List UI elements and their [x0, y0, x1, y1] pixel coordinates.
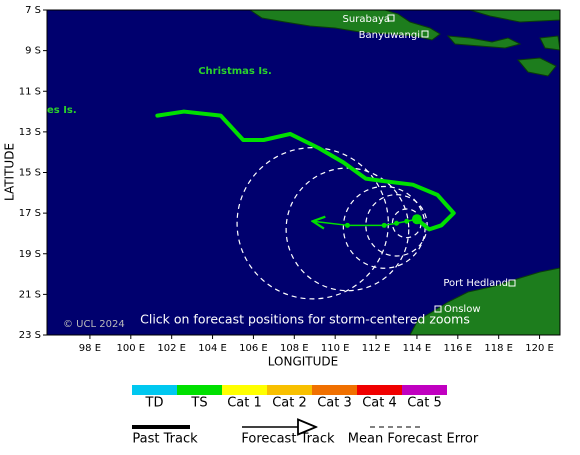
land	[249, 10, 560, 335]
place-label: Banyuwangi	[359, 30, 420, 41]
legend-swatch	[402, 385, 447, 395]
x-tick-label: 98 E	[79, 343, 101, 354]
x-tick-label: 112 E	[362, 343, 391, 354]
y-tick-label: 7 S	[25, 5, 41, 16]
forecast-point[interactable]	[344, 222, 350, 228]
x-tick-label: 106 E	[239, 343, 268, 354]
legend-label: Past Track	[132, 432, 198, 447]
x-axis-title: LONGITUDE	[268, 355, 338, 369]
forecast-error-circle	[236, 147, 389, 300]
x-tick-label: 102 E	[157, 343, 186, 354]
legend-swatch	[357, 385, 402, 395]
y-tick-label: 19 S	[19, 249, 41, 260]
copyright: © UCL 2024	[63, 319, 125, 330]
place-marker	[508, 279, 516, 287]
legend-label: Cat 1	[227, 396, 262, 411]
x-tick-label: 118 E	[484, 343, 513, 354]
y-tick-label: 23 S	[19, 330, 41, 341]
y-tick-label: 15 S	[19, 168, 41, 179]
place-marker	[434, 305, 442, 313]
place-label: Port Hedland	[443, 278, 508, 289]
legend-label: Cat 2	[272, 396, 307, 411]
place-marker	[387, 14, 395, 22]
note[interactable]: Click on forecast positions for storm-ce…	[140, 312, 470, 327]
x-tick-label: 120 E	[525, 343, 554, 354]
place-label: es Is.	[47, 105, 77, 116]
legend-label: Forecast Track	[241, 432, 335, 447]
legend-label: Cat 3	[317, 396, 352, 411]
x-tick-label: 100 E	[116, 343, 145, 354]
legend-label: TS	[190, 396, 207, 411]
legend-label: Mean Forecast Error	[348, 432, 479, 447]
x-tick-label: 114 E	[403, 343, 432, 354]
ocean	[47, 10, 560, 335]
y-tick-label: 17 S	[19, 208, 41, 219]
forecast-point[interactable]	[381, 222, 387, 228]
forecast-point[interactable]	[393, 220, 399, 226]
forecast-error-circle	[285, 167, 410, 292]
forecast-point[interactable]	[411, 214, 422, 225]
legend-swatch	[132, 385, 177, 395]
place-label: Surabaya	[343, 14, 390, 25]
x-tick-label: 104 E	[198, 343, 227, 354]
x-tick-label: 116 E	[444, 343, 473, 354]
legend-label: Cat 4	[362, 396, 397, 411]
place-label: Christmas Is.	[198, 66, 272, 77]
y-tick-label: 11 S	[19, 86, 41, 97]
place-marker	[421, 30, 429, 38]
y-tick-label: 13 S	[19, 127, 41, 138]
y-tick-label: 9 S	[25, 46, 41, 57]
legend-swatch	[312, 385, 357, 395]
y-tick-label: 21 S	[19, 289, 41, 300]
legend-swatch	[222, 385, 267, 395]
legend-label: TD	[145, 396, 164, 411]
forecast-point[interactable]	[404, 218, 410, 224]
x-tick-label: 108 E	[280, 343, 309, 354]
legend-swatch	[267, 385, 312, 395]
legend-swatch	[177, 385, 222, 395]
place-label: Onslow	[444, 304, 481, 315]
x-tick-label: 110 E	[321, 343, 350, 354]
past-track	[155, 109, 456, 232]
y-axis-title: LATITUDE	[3, 143, 17, 201]
legend-label: Cat 5	[407, 396, 442, 411]
